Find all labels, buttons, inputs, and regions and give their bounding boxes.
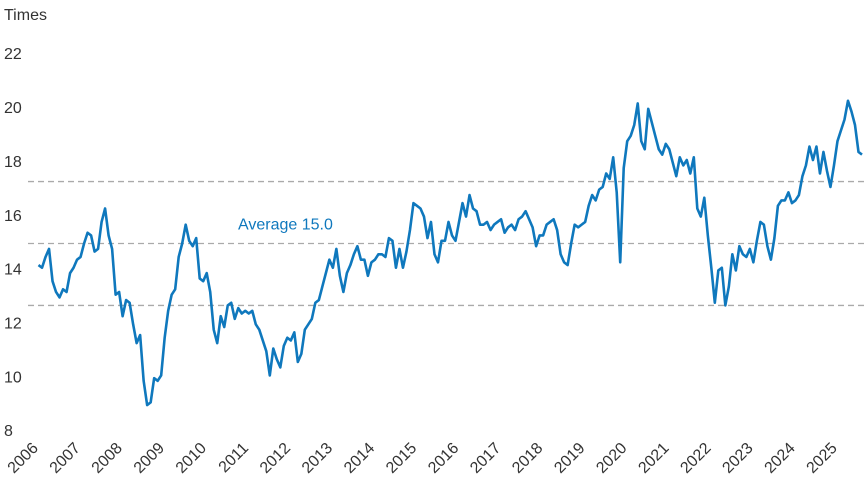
x-tick-label: 2012 bbox=[257, 440, 294, 477]
x-tick-label: 2022 bbox=[677, 440, 714, 477]
x-tick-label: 2021 bbox=[635, 440, 672, 477]
reference-label: Average 15.0 bbox=[238, 217, 333, 234]
x-tick-label: 2010 bbox=[173, 440, 210, 477]
x-tick-label: 2017 bbox=[467, 440, 504, 477]
x-tick-label: 2013 bbox=[299, 440, 336, 477]
x-tick-label: 2007 bbox=[47, 440, 84, 477]
x-tick-label: 2024 bbox=[762, 440, 799, 477]
x-tick-label: 2019 bbox=[551, 440, 588, 477]
x-tick-label: 2018 bbox=[509, 440, 546, 477]
x-tick-label: 2011 bbox=[216, 440, 252, 476]
y-tick-label: 10 bbox=[4, 369, 22, 386]
x-tick-label: 2008 bbox=[89, 440, 126, 477]
x-tick-label: 2020 bbox=[593, 440, 630, 477]
y-tick-label: 8 bbox=[4, 423, 13, 440]
y-tick-label: 12 bbox=[4, 316, 22, 333]
x-tick-label: 2025 bbox=[804, 440, 841, 477]
x-tick-label: 2016 bbox=[425, 440, 462, 477]
y-tick-label: 14 bbox=[4, 262, 22, 279]
y-tick-label: 20 bbox=[4, 100, 22, 117]
x-tick-label: 2009 bbox=[131, 440, 168, 477]
x-tick-label: 2006 bbox=[5, 440, 42, 477]
y-tick-label: 22 bbox=[4, 46, 22, 63]
x-tick-label: 2014 bbox=[341, 440, 378, 477]
y-tick-label: 16 bbox=[4, 208, 22, 225]
x-tick-label: 2023 bbox=[719, 440, 756, 477]
y-axis-label: Times bbox=[4, 7, 47, 24]
data-line bbox=[37, 99, 863, 407]
x-tick-label: 2015 bbox=[383, 440, 420, 477]
y-tick-label: 18 bbox=[4, 154, 22, 171]
